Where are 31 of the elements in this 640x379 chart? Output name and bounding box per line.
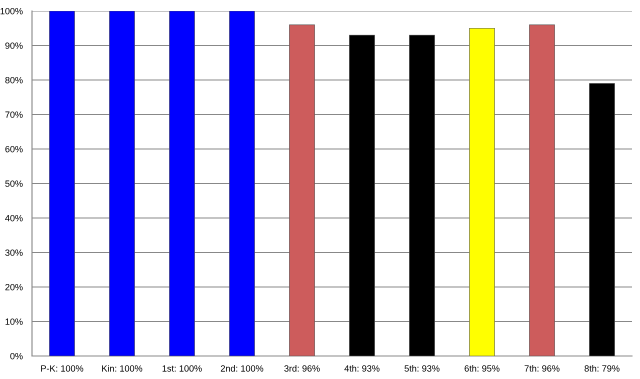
y-tick-label: 70%	[5, 111, 23, 118]
y-tick-label: 100%	[0, 8, 23, 14]
x-tick-label: 4th: 93%	[344, 365, 380, 372]
bar	[409, 34, 435, 356]
bar	[349, 34, 375, 356]
y-tick-label: 20%	[5, 284, 23, 290]
x-tick-label: 8th: 79%	[584, 365, 620, 372]
x-tick-label: 6th: 95%	[464, 365, 500, 372]
bar	[469, 28, 495, 356]
y-tick-label: 50%	[5, 180, 23, 187]
bar	[109, 11, 135, 356]
bar	[529, 24, 555, 356]
y-tick-label: 90%	[5, 42, 23, 49]
bar	[229, 11, 255, 356]
x-tick-label: 3rd: 96%	[284, 365, 320, 372]
bar	[169, 11, 195, 356]
x-tick-label: P-K: 100%	[41, 365, 84, 372]
x-tick-label: 1st: 100%	[162, 365, 202, 372]
x-tick-label: 5th: 93%	[404, 365, 440, 372]
bar	[589, 83, 615, 356]
y-tick-label: 10%	[6, 318, 23, 325]
x-tick-label: 7th: 96%	[524, 365, 560, 372]
y-tick-label: 80%	[5, 76, 23, 84]
x-tick-label: 2nd: 100%	[220, 365, 264, 372]
y-tick-label: 60%	[5, 146, 23, 152]
bar	[289, 24, 315, 356]
y-tick-label: 0%	[10, 352, 23, 360]
y-tick-label: 30%	[5, 249, 23, 256]
x-tick-label: Kin: 100%	[102, 365, 142, 372]
y-tick-label: 40%	[5, 214, 23, 222]
bar	[49, 11, 75, 356]
